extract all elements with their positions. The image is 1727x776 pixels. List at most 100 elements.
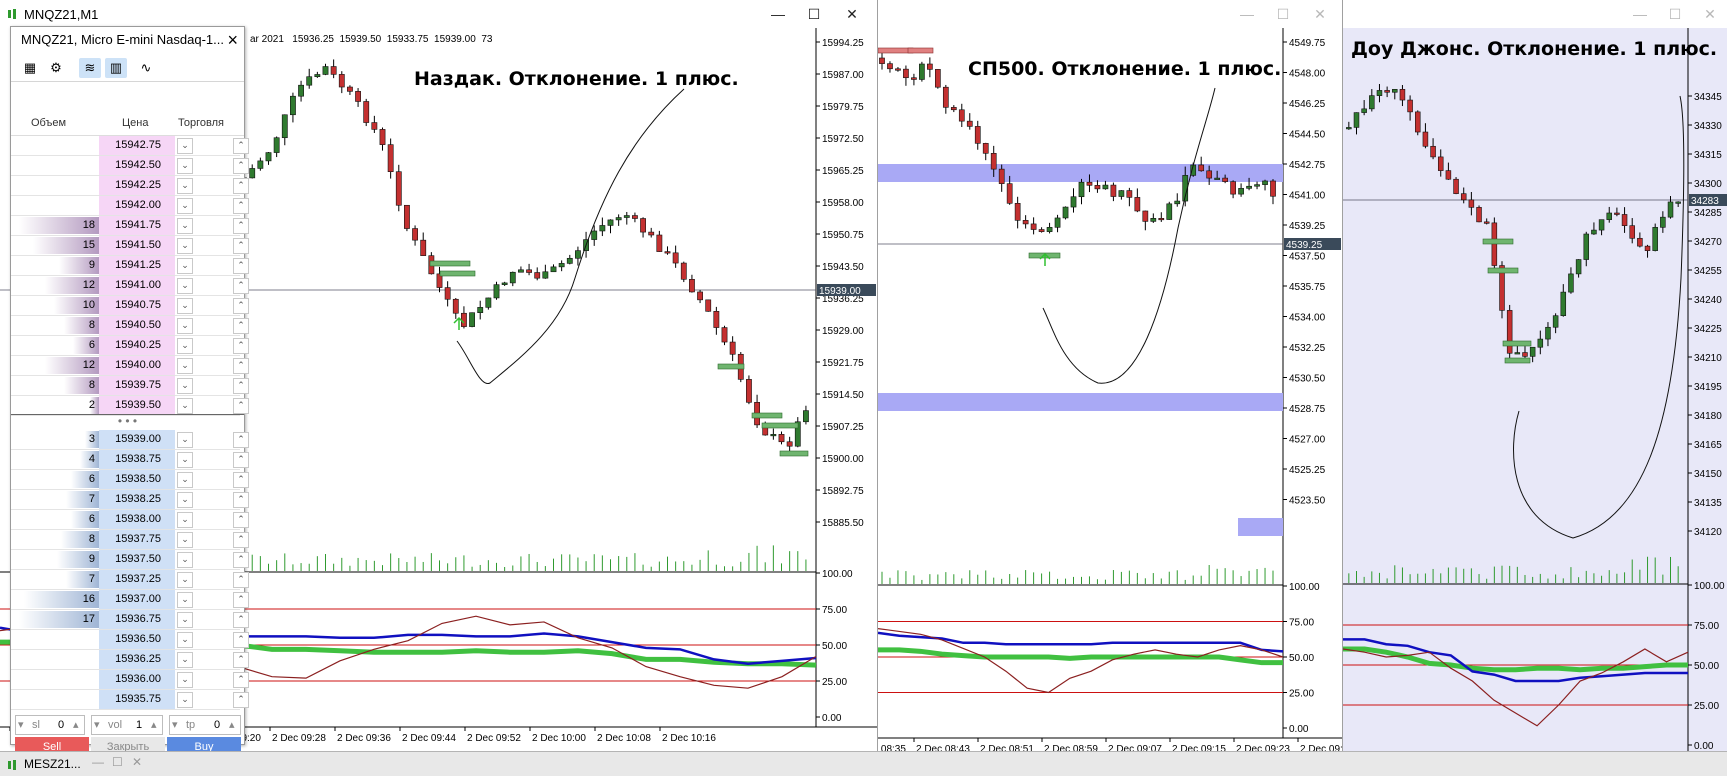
row-price[interactable]: 15936.00 bbox=[99, 670, 175, 689]
buy-limit-button[interactable]: ⌃ bbox=[233, 318, 249, 334]
buy-limit-button[interactable]: ⌃ bbox=[233, 238, 249, 254]
row-price[interactable]: 15938.00 bbox=[99, 510, 175, 529]
buy-limit-button[interactable]: ⌃ bbox=[233, 532, 249, 548]
dom-row[interactable]: 15942.75 ⌄ ⌃ bbox=[11, 136, 249, 156]
dom-row[interactable]: 9 15941.25 ⌄ ⌃ bbox=[11, 256, 249, 276]
dom-row[interactable]: 12 15941.00 ⌄ ⌃ bbox=[11, 276, 249, 296]
arrow-down-icon[interactable]: ▾ bbox=[172, 719, 178, 731]
minimize-icon[interactable]: — bbox=[1240, 6, 1254, 22]
row-price[interactable]: 15940.00 bbox=[99, 356, 175, 375]
dom-row[interactable]: 10 15940.75 ⌄ ⌃ bbox=[11, 296, 249, 316]
chart-icon[interactable]: ▦ bbox=[23, 60, 37, 75]
row-price[interactable]: 15941.75 bbox=[99, 216, 175, 235]
buy-limit-button[interactable]: ⌃ bbox=[233, 278, 249, 294]
row-price[interactable]: 15936.50 bbox=[99, 630, 175, 649]
dom-row[interactable]: 7 15938.25 ⌄ ⌃ bbox=[11, 490, 249, 510]
buy-limit-button[interactable]: ⌃ bbox=[233, 652, 249, 668]
arrow-up-icon[interactable]: ▴ bbox=[73, 719, 79, 731]
sell-limit-button[interactable]: ⌄ bbox=[177, 238, 193, 254]
minimize-icon[interactable]: — bbox=[1633, 6, 1647, 22]
row-price[interactable]: 15936.25 bbox=[99, 650, 175, 669]
dom-row[interactable]: 8 15940.50 ⌄ ⌃ bbox=[11, 316, 249, 336]
row-price[interactable]: 15942.50 bbox=[99, 156, 175, 175]
sell-limit-button[interactable]: ⌄ bbox=[177, 652, 193, 668]
depth-of-market-panel[interactable]: MNQZ21, Micro E-mini Nasdaq-1... × ▦ ⚙ ≋… bbox=[10, 26, 249, 757]
price-chart-sp500[interactable]: 4549.75 4548.00 4546.25 4544.50 4542.75 4541.… bbox=[878, 28, 1342, 751]
dom-row[interactable]: 16 15937.00 ⌄ ⌃ bbox=[11, 590, 249, 610]
row-price[interactable]: 15935.75 bbox=[99, 690, 175, 709]
buy-limit-button[interactable]: ⌃ bbox=[233, 258, 249, 274]
buy-limit-button[interactable]: ⌃ bbox=[233, 472, 249, 488]
row-price[interactable]: 15937.25 bbox=[99, 570, 175, 589]
dom-row[interactable]: 3 15939.00 ⌄ ⌃ bbox=[11, 430, 249, 450]
sell-limit-button[interactable]: ⌄ bbox=[177, 592, 193, 608]
sell-limit-button[interactable]: ⌄ bbox=[177, 138, 193, 154]
close-icon[interactable]: × bbox=[227, 30, 238, 50]
row-price[interactable]: 15941.50 bbox=[99, 236, 175, 255]
tp-value[interactable]: 0 bbox=[214, 719, 221, 731]
sell-limit-button[interactable]: ⌄ bbox=[177, 218, 193, 234]
row-price[interactable]: 15942.75 bbox=[99, 136, 175, 155]
buy-limit-button[interactable]: ⌃ bbox=[233, 452, 249, 468]
arrow-up-icon[interactable]: ▴ bbox=[151, 719, 157, 731]
arrow-down-icon[interactable]: ▾ bbox=[18, 719, 24, 731]
window-titlebar[interactable]: — ☐ ✕ bbox=[878, 0, 1342, 28]
dom-row[interactable]: 8 15939.75 ⌄ ⌃ bbox=[11, 376, 249, 396]
row-price[interactable]: 15939.50 bbox=[99, 396, 175, 415]
buy-limit-button[interactable]: ⌃ bbox=[233, 592, 249, 608]
arrow-down-icon[interactable]: ▾ bbox=[94, 719, 100, 731]
dom-row[interactable]: 15935.75 ⌄ ⌃ bbox=[11, 690, 249, 710]
sl-value[interactable]: 0 bbox=[58, 719, 65, 731]
close-icon[interactable]: ✕ bbox=[1704, 6, 1716, 22]
buy-limit-button[interactable]: ⌃ bbox=[233, 218, 249, 234]
sell-limit-button[interactable]: ⌄ bbox=[177, 632, 193, 648]
row-price[interactable]: 15942.00 bbox=[99, 196, 175, 215]
buy-limit-button[interactable]: ⌃ bbox=[233, 198, 249, 214]
dom-row[interactable]: 15936.00 ⌄ ⌃ bbox=[11, 670, 249, 690]
row-price[interactable]: 15940.25 bbox=[99, 336, 175, 355]
dom-row[interactable]: 17 15936.75 ⌄ ⌃ bbox=[11, 610, 249, 630]
row-price[interactable]: 15938.25 bbox=[99, 490, 175, 509]
buy-limit-button[interactable]: ⌃ bbox=[233, 158, 249, 174]
close-icon[interactable]: ✕ bbox=[846, 6, 858, 22]
buy-limit-button[interactable]: ⌃ bbox=[233, 692, 249, 708]
sell-limit-button[interactable]: ⌄ bbox=[177, 692, 193, 708]
dom-row[interactable]: 15936.50 ⌄ ⌃ bbox=[11, 630, 249, 650]
sell-limit-button[interactable]: ⌄ bbox=[177, 298, 193, 314]
dom-row[interactable]: 18 15941.75 ⌄ ⌃ bbox=[11, 216, 249, 236]
row-price[interactable]: 15940.75 bbox=[99, 296, 175, 315]
sell-limit-button[interactable]: ⌄ bbox=[177, 198, 193, 214]
sell-limit-button[interactable]: ⌄ bbox=[177, 318, 193, 334]
sell-limit-button[interactable]: ⌄ bbox=[177, 258, 193, 274]
sell-limit-button[interactable]: ⌄ bbox=[177, 532, 193, 548]
sell-limit-button[interactable]: ⌄ bbox=[177, 552, 193, 568]
buy-limit-button[interactable]: ⌃ bbox=[233, 492, 249, 508]
chart-window-dow[interactable]: — ☐ ✕ 34345 34330 34315 34300 34285 34270 3425… bbox=[1342, 0, 1727, 751]
window-titlebar[interactable]: MNQZ21,M1 — ☐ ✕ bbox=[0, 0, 877, 28]
tp-stepper[interactable]: ▾ tp 0 ▴ bbox=[169, 715, 241, 735]
buy-limit-button[interactable]: ⌃ bbox=[233, 298, 249, 314]
buy-limit-button[interactable]: ⌃ bbox=[233, 512, 249, 528]
row-price[interactable]: 15937.00 bbox=[99, 590, 175, 609]
row-price[interactable]: 15938.75 bbox=[99, 450, 175, 469]
row-price[interactable]: 15939.00 bbox=[99, 430, 175, 449]
row-price[interactable]: 15942.25 bbox=[99, 176, 175, 195]
dom-row[interactable]: 6 15940.25 ⌄ ⌃ bbox=[11, 336, 249, 356]
vol-stepper[interactable]: ▾ vol 1 ▴ bbox=[91, 715, 163, 735]
settings-icon[interactable]: ⚙ bbox=[50, 60, 62, 75]
dom-row[interactable]: 15942.00 ⌄ ⌃ bbox=[11, 196, 249, 216]
row-price[interactable]: 15941.25 bbox=[99, 256, 175, 275]
dom-row[interactable]: 2 15939.50 ⌄ ⌃ bbox=[11, 396, 249, 416]
buy-limit-button[interactable]: ⌃ bbox=[233, 612, 249, 628]
sell-limit-button[interactable]: ⌄ bbox=[177, 672, 193, 688]
buy-limit-button[interactable]: ⌃ bbox=[233, 552, 249, 568]
dom-row[interactable]: 8 15937.75 ⌄ ⌃ bbox=[11, 530, 249, 550]
dom-row[interactable]: 15936.25 ⌄ ⌃ bbox=[11, 650, 249, 670]
buy-limit-button[interactable]: ⌃ bbox=[233, 672, 249, 688]
dom-row[interactable]: 6 15938.00 ⌄ ⌃ bbox=[11, 510, 249, 530]
sell-limit-button[interactable]: ⌄ bbox=[177, 612, 193, 628]
column-view-icon[interactable]: ▥ bbox=[105, 58, 127, 78]
buy-limit-button[interactable]: ⌃ bbox=[233, 178, 249, 194]
buy-limit-button[interactable]: ⌃ bbox=[233, 432, 249, 448]
row-price[interactable]: 15937.50 bbox=[99, 550, 175, 569]
